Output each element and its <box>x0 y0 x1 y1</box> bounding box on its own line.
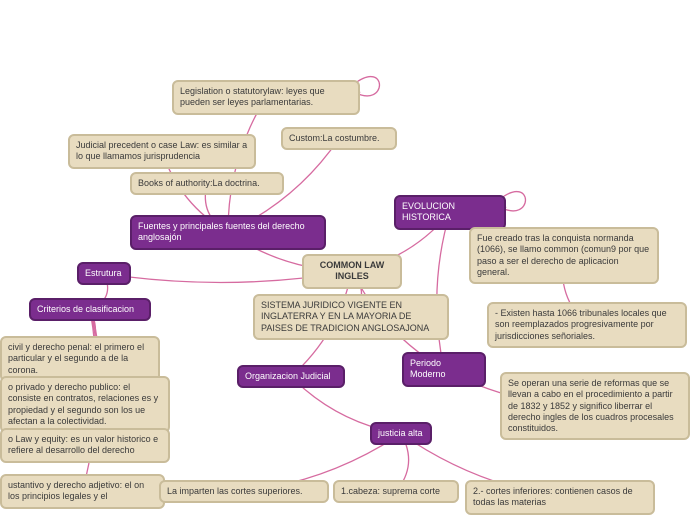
node-judicial[interactable]: Judicial precedent o case Law: es simila… <box>68 134 256 169</box>
node-custom[interactable]: Custom:La costumbre. <box>281 127 397 150</box>
node-privado[interactable]: o privado y derecho publico: el consiste… <box>0 376 170 433</box>
node-criterios[interactable]: Criterios de clasificacion <box>29 298 151 321</box>
node-fue_creado[interactable]: Fue creado tras la conquista normanda (1… <box>469 227 659 284</box>
node-organizacion[interactable]: Organizacion Judicial <box>237 365 345 388</box>
node-reformas[interactable]: Se operan una serie de reformas que se l… <box>500 372 690 440</box>
node-evolucion[interactable]: EVOLUCION HISTORICA <box>394 195 506 230</box>
node-books[interactable]: Books of authority:La doctrina. <box>130 172 284 195</box>
node-sustantivo[interactable]: ustantivo y derecho adjetivo: el on los … <box>0 474 165 509</box>
node-sistema[interactable]: SISTEMA JURIDICO VIGENTE EN INGLATERRA Y… <box>253 294 449 340</box>
node-equity[interactable]: o Law y equity: es un valor historico e … <box>0 428 170 463</box>
node-cortes_inf[interactable]: 2.- cortes inferiores: contienen casos d… <box>465 480 655 515</box>
node-fuentes[interactable]: Fuentes y principales fuentes del derech… <box>130 215 326 250</box>
node-justicia[interactable]: justicia alta <box>370 422 432 445</box>
node-center[interactable]: COMMON LAW INGLES <box>302 254 402 289</box>
mindmap-canvas: { "colors": { "purple_fill": "#7b2d8e", … <box>0 0 696 520</box>
node-estructura[interactable]: Estrutura <box>77 262 131 285</box>
node-imparten[interactable]: La imparten las cortes superiores. <box>159 480 329 503</box>
node-legislation[interactable]: Legislation o statutorylaw: leyes que pu… <box>172 80 360 115</box>
edge-evolucion-periodo <box>437 212 450 369</box>
node-cabeza[interactable]: 1.cabeza: suprema corte <box>333 480 459 503</box>
node-tribunales[interactable]: - Existen hasta 1066 tribunales locales … <box>487 302 687 348</box>
node-civil[interactable]: civil y derecho penal: el primero el par… <box>0 336 160 382</box>
node-periodo[interactable]: Periodo Moderno <box>402 352 486 387</box>
